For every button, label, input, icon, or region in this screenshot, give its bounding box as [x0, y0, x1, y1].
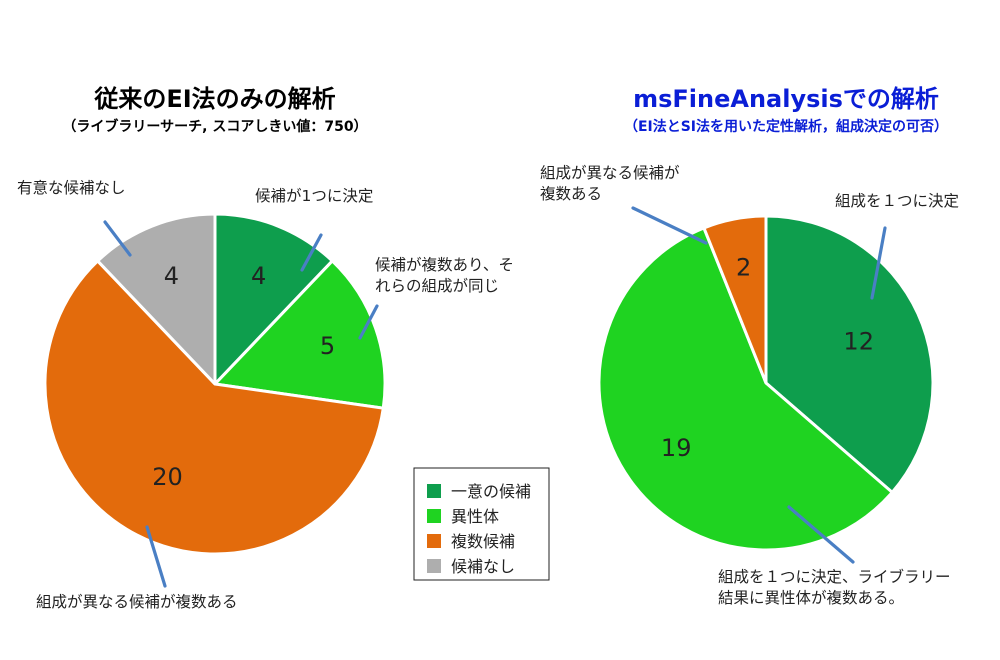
pie1-annotation-1-line-1: 結果に異性体が複数ある。 — [718, 589, 904, 607]
pie0-annotation-1-line-0: 候補が複数あり、そ — [375, 256, 514, 274]
legend-label-unique: 一意の候補 — [451, 482, 531, 501]
pie0-pointer-line-2 — [145, 525, 167, 588]
pie0-value-label-0: 4 — [251, 262, 266, 290]
pie1-slice-0 — [764, 214, 935, 494]
left-chart-title: 従来のEI法のみの解析 — [93, 85, 335, 113]
pie0-annotation-2-line-0: 組成が異なる候補が複数ある — [36, 593, 238, 611]
pie0-value-label-1: 5 — [320, 332, 335, 360]
legend-swatch-none — [427, 559, 441, 573]
pie0-value-label-3: 4 — [164, 262, 179, 290]
right-chart-title: msFineAnalysisでの解析 — [633, 85, 939, 113]
pie1-pointer-line-2 — [631, 206, 708, 245]
pie0-slice-2 — [43, 259, 385, 556]
pie0-slice-1 — [213, 259, 387, 410]
pie1-annotation-1-line-0: 組成を１つに決定、ライブラリー — [718, 567, 951, 586]
right-chart-subtitle: （EI法とSI法を用いた定性解析，組成決定の可否） — [624, 118, 948, 135]
pie1-value-label-2: 2 — [736, 254, 751, 282]
legend-label-multiple: 複数候補 — [451, 532, 515, 551]
legend-swatch-unique — [427, 484, 441, 498]
pie1-pointer-line-0 — [870, 226, 887, 300]
pie1-value-label-0: 12 — [843, 328, 874, 356]
legend-swatch-multiple — [427, 534, 441, 548]
right-pie-chart: 12 19 2 — [597, 214, 935, 552]
pie1-pointer-line-1 — [787, 505, 855, 564]
pie0-annotation-0-line-0: 候補が1つに決定 — [255, 187, 373, 205]
pie1-annotation-2-line-1: 複数ある — [540, 185, 602, 203]
legend-label-isomer: 異性体 — [451, 507, 499, 526]
pie0-pointer-line-3 — [103, 220, 132, 257]
pie0-pointer-line-0 — [300, 233, 323, 272]
pie0-annotation-3-line-0: 有意な候補なし — [17, 178, 126, 197]
pie0-pointer-line-1 — [358, 304, 379, 340]
pie1-slice-2 — [702, 214, 768, 385]
pie0-annotation-1-line-1: れらの組成が同じ — [375, 277, 499, 295]
pie1-annotation-0-line-0: 組成を１つに決定 — [835, 192, 959, 210]
pie0-slice-0 — [213, 212, 334, 386]
pie0-value-label-2: 20 — [152, 463, 183, 491]
pie1-annotation-2-line-0: 組成が異なる候補が — [540, 164, 680, 182]
annotation-layer: 候補が1つに決定候補が複数あり、それらの組成が同じ組成が異なる候補が複数ある有意… — [17, 164, 959, 611]
pie0-slice-3 — [96, 212, 217, 386]
legend: 一意の候補 異性体 複数候補 候補なし — [413, 467, 550, 581]
left-pie-chart: 4 5 20 4 — [43, 212, 387, 556]
legend-swatch-isomer — [427, 509, 441, 523]
pie1-slice-1 — [597, 226, 894, 552]
left-chart-subtitle: （ライブラリーサーチ, スコアしきい値：750） — [62, 118, 367, 135]
legend-label-none: 候補なし — [451, 557, 515, 576]
pie1-value-label-1: 19 — [661, 434, 692, 462]
